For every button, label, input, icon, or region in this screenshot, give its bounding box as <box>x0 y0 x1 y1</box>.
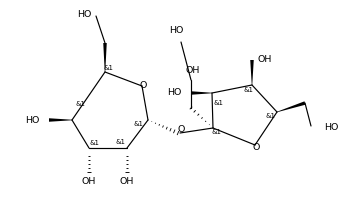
Polygon shape <box>49 118 72 122</box>
Polygon shape <box>277 101 306 112</box>
Polygon shape <box>103 43 107 72</box>
Text: HO: HO <box>168 87 182 97</box>
Text: OH: OH <box>120 177 134 186</box>
Text: &1: &1 <box>265 113 275 119</box>
Text: &1: &1 <box>115 139 125 145</box>
Text: &1: &1 <box>89 140 99 146</box>
Text: O: O <box>252 142 260 151</box>
Text: &1: &1 <box>243 87 253 93</box>
Polygon shape <box>191 91 212 95</box>
Text: O: O <box>139 81 147 89</box>
Text: OH: OH <box>186 66 200 75</box>
Text: HO: HO <box>25 115 39 125</box>
Text: &1: &1 <box>213 100 223 106</box>
Text: HO: HO <box>324 124 339 133</box>
Text: HO: HO <box>77 9 91 19</box>
Polygon shape <box>250 60 254 85</box>
Text: &1: &1 <box>103 65 113 71</box>
Text: &1: &1 <box>133 121 143 127</box>
Text: O: O <box>177 125 185 135</box>
Text: OH: OH <box>82 177 96 186</box>
Text: &1: &1 <box>212 129 222 135</box>
Text: &1: &1 <box>75 101 85 107</box>
Text: OH: OH <box>258 55 272 63</box>
Text: HO: HO <box>169 26 183 35</box>
